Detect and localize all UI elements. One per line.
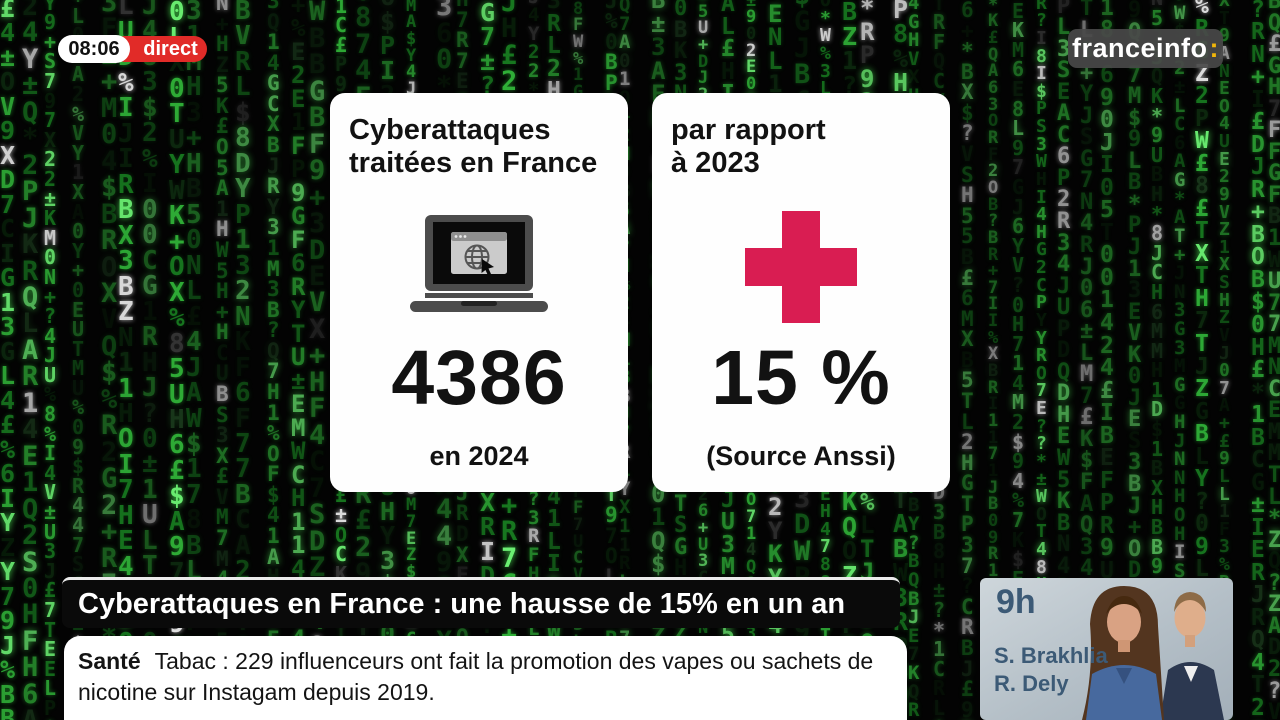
stat-card-increase-title: par rapport à 2023 (671, 114, 826, 179)
presenter-woman (1082, 586, 1164, 720)
presenter-name-1: S. Brakhlia (994, 643, 1108, 668)
headline-text: Cyberattaques en France : une hausse de … (78, 587, 846, 620)
headline-banner: Cyberattaques en France : une hausse de … (62, 577, 900, 628)
upcoming-program-card: 9h S. Brakhlia R. Dely (980, 578, 1233, 720)
clock-badge: 08:06 (58, 35, 130, 63)
laptop-globe-icon (330, 211, 628, 323)
program-time: 9h (996, 583, 1036, 621)
ticker-category-tag: Santé (78, 648, 141, 674)
ticker-text: Tabac : 229 influenceurs ont fait la pro… (78, 648, 874, 705)
increase-source-caption: (Source Anssi) (706, 441, 896, 471)
presenters-photo (1082, 586, 1224, 720)
channel-logo: franceinfo: (1068, 29, 1223, 68)
live-badge: direct (112, 36, 207, 62)
attacks-count-caption: en 2024 (429, 441, 529, 471)
stat-card-attacks: Cyberattaques traitées en France (330, 93, 628, 492)
presenter-names: S. Brakhlia R. Dely (994, 642, 1108, 698)
attacks-count-value: 4386 (391, 335, 567, 421)
live-label: direct (143, 37, 198, 60)
news-ticker: Santé Tabac : 229 influenceurs ont fait l… (64, 636, 907, 720)
logo-colon: : (1209, 33, 1220, 63)
stat-card-increase: par rapport à 2023 15 % (Source Anssi) (652, 93, 950, 492)
presenter-name-2: R. Dely (994, 671, 1069, 696)
increase-percent-value: 15 % (711, 335, 891, 421)
channel-name: franceinfo (1071, 33, 1208, 63)
stat-card-attacks-title: Cyberattaques traitées en France (349, 114, 598, 179)
clock-label: 08:06 (68, 37, 120, 60)
presenter-man (1160, 592, 1224, 720)
plus-icon (745, 211, 857, 323)
